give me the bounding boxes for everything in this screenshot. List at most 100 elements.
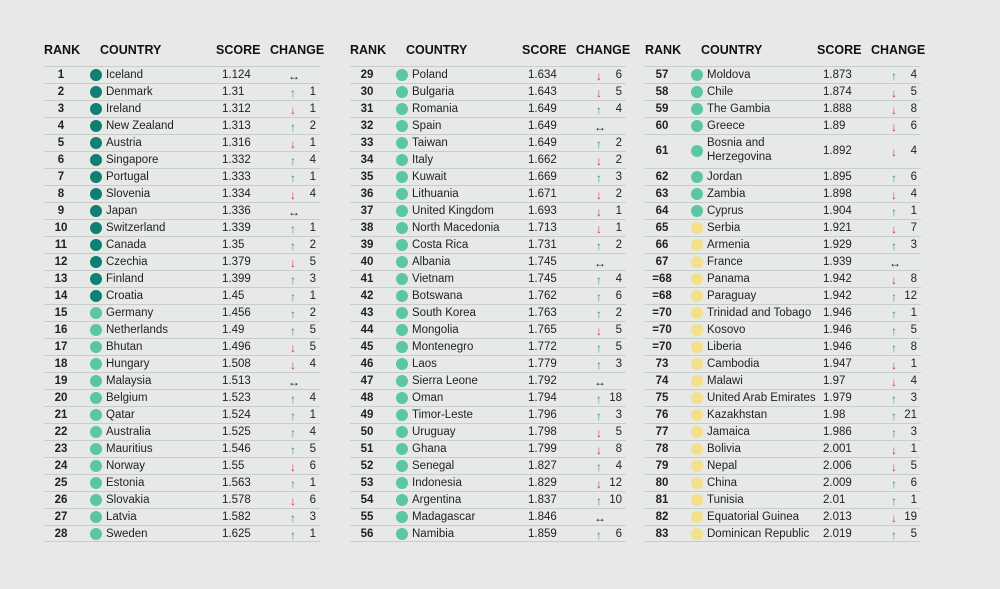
rank-cell: 7 <box>57 171 65 183</box>
score-cell: 1.35 <box>222 239 245 251</box>
change-cell: 5 <box>910 324 917 336</box>
score-cell: 1.643 <box>528 86 557 98</box>
arrow-up-icon: ↑ <box>290 392 296 406</box>
change-cell: 3 <box>910 392 917 404</box>
peace-level-dot-icon <box>396 460 408 472</box>
arrow-up-icon: ↑ <box>891 409 897 423</box>
country-cell: Namibia <box>412 528 455 540</box>
country-cell: Australia <box>106 426 151 438</box>
peace-level-dot-icon <box>396 120 408 132</box>
table-row: 12 Czechia 1.379 ↓ 5 <box>44 253 320 270</box>
change-cell: 2 <box>309 307 316 319</box>
arrow-up-icon: ↑ <box>596 171 602 185</box>
arrow-up-icon: ↑ <box>290 222 296 236</box>
rank-cell: 2 <box>57 86 65 98</box>
rank-cell: 22 <box>54 426 68 438</box>
peace-level-dot-icon <box>90 239 102 251</box>
change-cell: 1 <box>615 205 622 217</box>
score-cell: 1.986 <box>823 426 852 438</box>
country-cell: Greece <box>707 120 745 132</box>
rank-cell: 3 <box>57 103 65 115</box>
country-cell: Equatorial Guinea <box>707 511 800 523</box>
rank-cell: 18 <box>54 358 68 370</box>
peace-level-dot-icon <box>90 375 102 387</box>
arrow-up-icon: ↑ <box>891 528 897 542</box>
country-cell: Kosovo <box>707 324 746 336</box>
rank-cell: 36 <box>360 188 374 200</box>
rank-cell: 47 <box>360 375 374 387</box>
score-cell: 1.859 <box>528 528 557 540</box>
change-cell: 2 <box>309 239 316 251</box>
score-cell: 1.625 <box>222 528 251 540</box>
rank-cell: 39 <box>360 239 374 251</box>
table-row: 62 Jordan 1.895 ↑ 6 <box>645 168 921 185</box>
country-cell: Uruguay <box>412 426 456 438</box>
country-cell: Liberia <box>707 341 742 353</box>
country-cell: Paraguay <box>707 290 757 302</box>
table-row: 36 Lithuania 1.671 ↓ 2 <box>350 185 626 202</box>
table-row: 4 New Zealand 1.313 ↑ 2 <box>44 117 320 134</box>
country-cell: Hungary <box>106 358 150 370</box>
peace-level-dot-icon <box>396 477 408 489</box>
score-cell: 1.874 <box>823 86 852 98</box>
country-cell: Tunisia <box>707 494 744 506</box>
peace-level-dot-icon <box>691 188 703 200</box>
change-cell: 3 <box>309 273 316 285</box>
arrow-up-icon: ↑ <box>290 273 296 287</box>
arrow-down-icon: ↓ <box>596 477 602 491</box>
table-row: 38 North Macedonia 1.713 ↓ 1 <box>350 219 626 236</box>
score-cell: 1.693 <box>528 205 557 217</box>
country-cell: Mongolia <box>412 324 459 336</box>
peace-level-dot-icon <box>691 375 703 387</box>
arrow-left-right-icon: ↔ <box>288 69 300 83</box>
country-cell: Ireland <box>106 103 142 115</box>
arrow-down-icon: ↓ <box>891 222 897 236</box>
change-cell: 6 <box>309 494 316 506</box>
arrow-down-icon: ↓ <box>596 188 602 202</box>
score-cell: 1.97 <box>823 375 846 387</box>
table-row: 81 Tunisia 2.01 ↑ 1 <box>645 491 921 508</box>
score-cell: 1.89 <box>823 120 846 132</box>
table-row: 39 Costa Rica 1.731 ↑ 2 <box>350 236 626 253</box>
table-row: 15 Germany 1.456 ↑ 2 <box>44 304 320 321</box>
header-score: SCORE <box>817 43 862 57</box>
country-cell: Czechia <box>106 256 148 268</box>
peace-level-dot-icon <box>691 528 703 540</box>
header-country: COUNTRY <box>406 43 468 57</box>
score-cell: 1.49 <box>222 324 245 336</box>
peace-level-dot-icon <box>691 494 703 506</box>
country-cell: Zambia <box>707 188 746 200</box>
peace-level-dot-icon <box>90 171 102 183</box>
score-cell: 1.332 <box>222 154 251 166</box>
rank-cell: 67 <box>655 256 669 268</box>
change-cell: 4 <box>615 460 622 472</box>
score-cell: 1.846 <box>528 511 557 523</box>
change-cell: 4 <box>910 145 917 157</box>
score-cell: 1.525 <box>222 426 251 438</box>
change-cell: 5 <box>309 341 316 353</box>
score-cell: 1.124 <box>222 69 251 81</box>
rank-cell: 57 <box>655 69 669 81</box>
table-row: 35 Kuwait 1.669 ↑ 3 <box>350 168 626 185</box>
arrow-down-icon: ↓ <box>596 222 602 236</box>
score-cell: 1.578 <box>222 494 251 506</box>
score-cell: 1.765 <box>528 324 557 336</box>
country-cell: Belgium <box>106 392 148 404</box>
country-cell: Bhutan <box>106 341 143 353</box>
rank-cell: 60 <box>655 120 669 132</box>
arrow-left-right-icon: ↔ <box>594 120 606 134</box>
change-cell: 1 <box>309 528 316 540</box>
country-cell: Bolivia <box>707 443 741 455</box>
peace-level-dot-icon <box>396 256 408 268</box>
score-cell: 1.563 <box>222 477 251 489</box>
rank-cell: 26 <box>54 494 68 506</box>
table-row: 5 Austria 1.316 ↓ 1 <box>44 134 320 151</box>
change-cell: 6 <box>615 290 622 302</box>
table-row: 23 Mauritius 1.546 ↑ 5 <box>44 440 320 457</box>
arrow-down-icon: ↓ <box>596 205 602 219</box>
country-cell: Trinidad and Tobago <box>707 307 812 319</box>
arrow-down-icon: ↓ <box>290 188 296 202</box>
arrow-down-icon: ↓ <box>596 426 602 440</box>
arrow-up-icon: ↑ <box>596 392 602 406</box>
peace-level-dot-icon <box>396 239 408 251</box>
